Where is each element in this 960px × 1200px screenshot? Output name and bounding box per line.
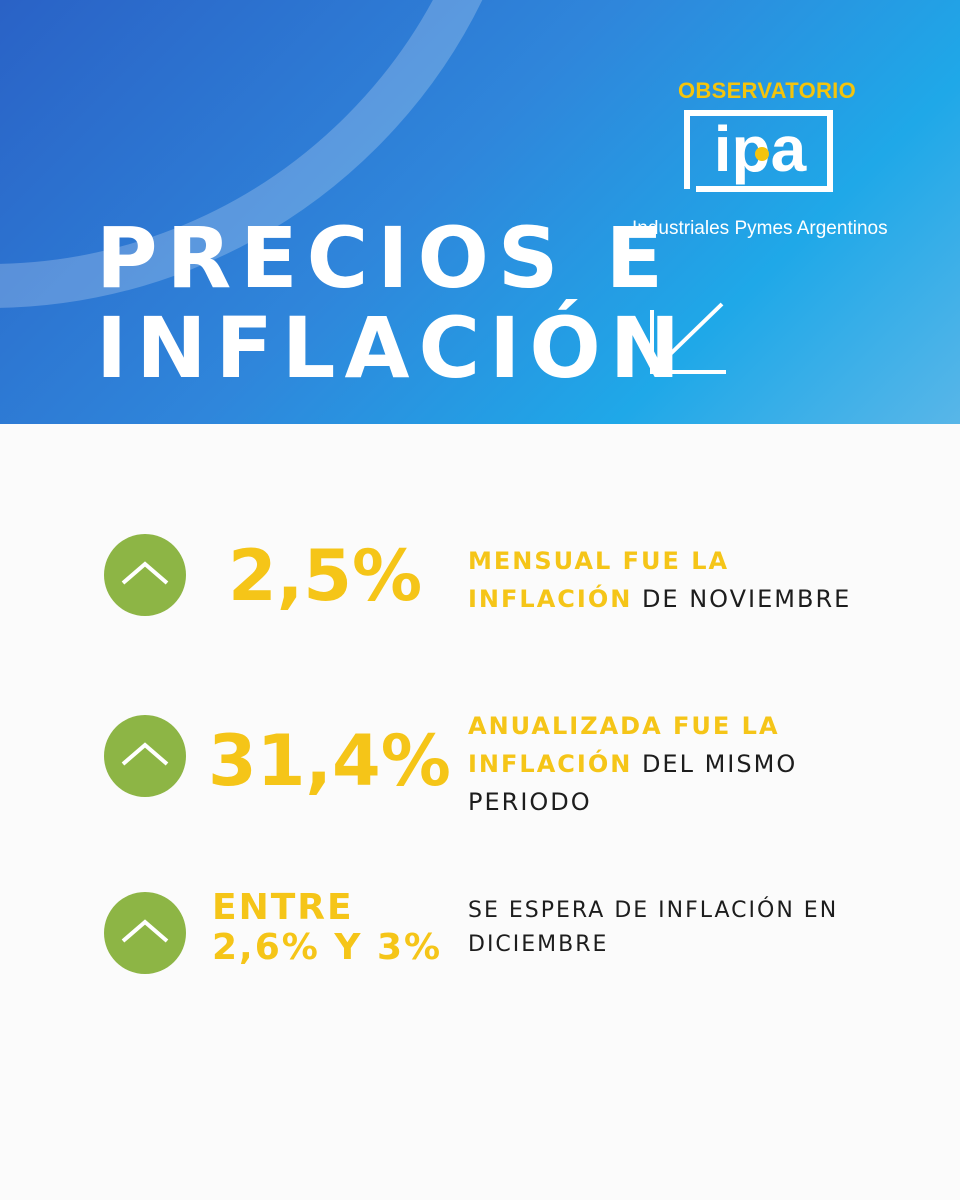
- chevron-up-icon: [104, 892, 186, 974]
- stat-value-line-2: 2,6% Y 3%: [212, 927, 443, 968]
- stat-desc-annual: ANUALIZADA FUE LA INFLACIÓN DEL MISMO PE…: [468, 707, 928, 821]
- desc-text: PERIODO: [468, 788, 592, 816]
- desc-highlight: ANUALIZADA FUE LA: [468, 712, 780, 740]
- desc-text: DEL MISMO: [632, 750, 798, 778]
- desc-highlight: INFLACIÓN: [468, 585, 633, 613]
- stat-value-annual: 31,4%: [208, 720, 451, 802]
- logo-subtitle: Industriales Pymes Argentinos: [632, 218, 888, 239]
- logo-top-text: OBSERVATORIO: [678, 78, 856, 103]
- stat-desc-monthly: MENSUAL FUE LA INFLACIÓN DE NOVIEMBRE: [468, 542, 928, 618]
- stat-desc-expected: SE ESPERA DE INFLACIÓN EN DICIEMBRE: [468, 894, 928, 962]
- logo-ipa-mark: ipa: [684, 110, 833, 192]
- desc-text: DE NOVIEMBRE: [632, 585, 852, 613]
- desc-text: SE ESPERA DE INFLACIÓN EN: [468, 898, 839, 923]
- title-line-2: INFLACIÓN: [96, 299, 690, 397]
- stat-value-expected: ENTRE 2,6% Y 3%: [212, 888, 442, 968]
- header-banner: OBSERVATORIO ipa Industriales Pymes Arge…: [0, 0, 960, 424]
- chevron-up-icon: [104, 534, 186, 616]
- desc-text: DICIEMBRE: [468, 932, 609, 957]
- desc-highlight: MENSUAL FUE LA: [468, 547, 730, 575]
- chevron-up-icon: [104, 715, 186, 797]
- arrow-down-left-icon: [650, 302, 726, 374]
- desc-highlight: INFLACIÓN: [468, 750, 633, 778]
- title-line-1: PRECIOS E: [96, 209, 673, 307]
- logo-dot: [755, 147, 769, 161]
- stat-value-monthly: 2,5%: [228, 535, 423, 617]
- stat-value-line-1: ENTRE: [212, 887, 354, 928]
- ipa-logo: OBSERVATORIO ipa Industriales Pymes Arge…: [628, 74, 888, 244]
